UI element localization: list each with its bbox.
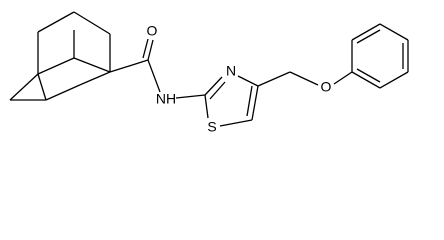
atom-label: S [207, 119, 216, 135]
bond [81, 71, 111, 85]
bond [147, 39, 154, 61]
atom-label: NH [156, 91, 176, 107]
bond [356, 29, 381, 44]
bond [333, 71, 353, 85]
bond [147, 59, 161, 93]
bond [219, 119, 253, 127]
bond [289, 71, 319, 86]
bond [9, 73, 39, 101]
bond [209, 81, 226, 100]
bond [351, 23, 381, 41]
bond [237, 75, 259, 87]
bond [37, 11, 75, 33]
bond [379, 23, 409, 41]
bond [73, 57, 111, 73]
bond [204, 94, 209, 119]
bond [204, 76, 223, 96]
atom-label: O [321, 79, 332, 95]
bond [246, 85, 253, 117]
bond [356, 68, 381, 83]
bonds [9, 11, 409, 127]
bond [351, 71, 381, 89]
molecule-diagram: O NH N S O [9, 11, 409, 135]
bond [73, 11, 111, 35]
bond [251, 85, 259, 121]
bond [175, 94, 206, 99]
bond [142, 38, 149, 59]
bond [379, 71, 409, 89]
bond [257, 71, 291, 87]
bond [45, 83, 83, 101]
bond [37, 57, 75, 75]
atom-label: O [147, 23, 158, 39]
bond [109, 59, 149, 73]
bond [37, 73, 47, 101]
atom-label: N [226, 63, 236, 79]
